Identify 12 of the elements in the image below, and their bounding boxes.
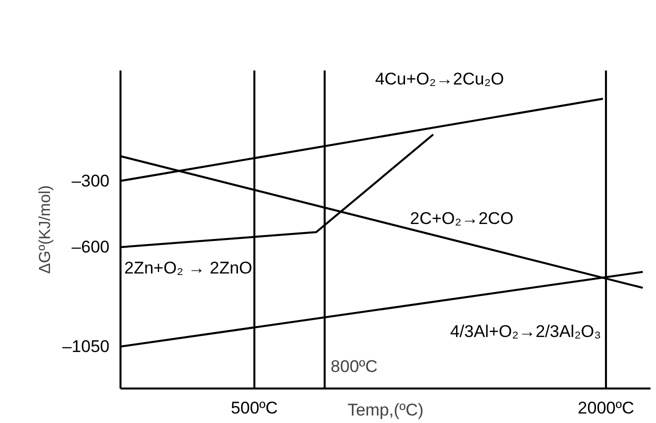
y-tick-label: –600 — [72, 238, 110, 257]
y-axis-title: ΔGº(KJ/mol) — [37, 185, 54, 274]
x-axis-title: Temp,(ºC) — [347, 400, 424, 420]
y-tick-label: –300 — [72, 171, 110, 190]
x-tick-label: 500ºC — [230, 398, 278, 418]
series-label: 2Zn+O₂ → 2ZnO — [124, 258, 252, 278]
x-tick-label: 2000ºC — [578, 398, 634, 418]
y-tick-label: –1050 — [62, 337, 110, 356]
series-label: 2C+O₂→2CO — [410, 208, 514, 228]
ref-line-label: 800ºC — [330, 357, 378, 376]
series-label: 4Cu+O₂→2Cu₂O — [375, 70, 504, 89]
series-label: 4/3Al+O₂→2/3Al₂O₃ — [450, 322, 602, 341]
